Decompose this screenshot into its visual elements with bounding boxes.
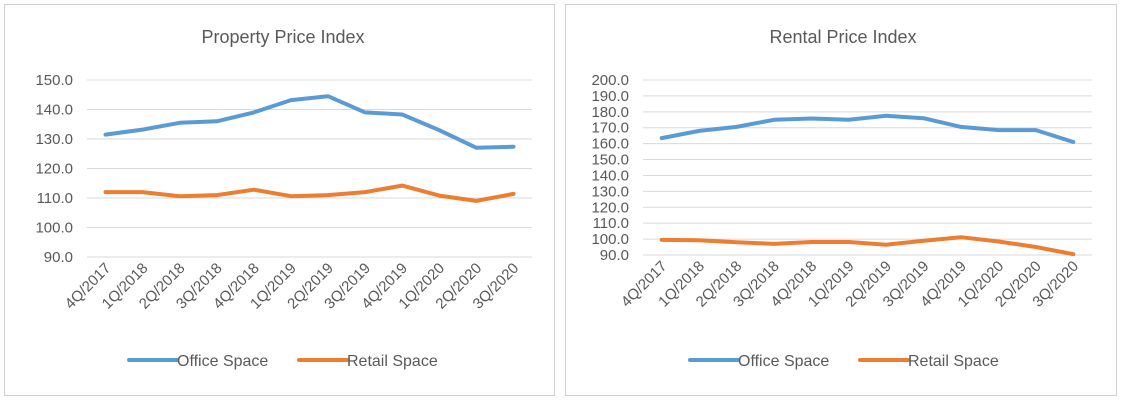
rental-y-tick-label: 140.0 [591,167,629,184]
rental-series-retail-space [659,235,1076,257]
rental-y-tick-label: 190.0 [591,88,629,105]
property-y-tick-label: 120.0 [35,161,73,178]
property-series-retail-space [103,183,516,203]
rental-y-tick-label: 160.0 [591,136,629,153]
rental-y-tick-label: 200.0 [591,72,629,89]
rental-chart-title: Rental Price Index [769,27,916,47]
rental-y-tick-label: 90.0 [600,247,629,264]
property-y-tick-label: 130.0 [35,131,73,148]
rental-legend-label-retail-space: Retail Space [908,353,999,370]
property-price-chart-svg: Property Price Index 90.0 100.0 110.0 120.0 1… [35,27,532,370]
property-y-tick-label: 90.0 [44,249,73,266]
property-y-tick-label: 140.0 [35,102,73,119]
rental-y-tick-label: 100.0 [591,231,629,248]
property-chart-title: Property Price Index [201,27,364,47]
rental-y-tick-label: 110.0 [593,215,629,232]
rental-y-tick-label: 120.0 [591,199,629,216]
rental-legend-label-office-space: Office Space [738,353,829,370]
property-legend-label-retail-space: Retail Space [347,353,438,370]
property-series-office-space [103,94,516,150]
rental-y-tick-label: 170.0 [591,120,629,137]
rental-y-tick-label: 180.0 [591,104,629,121]
rental-price-chart: Rental Price Index 90.0 100.0 110.0 120.0 130… [565,4,1117,396]
rental-price-chart-svg: Rental Price Index 90.0100.0110.0120.0130… [591,27,1092,370]
rental-series-office-space [659,113,1076,144]
property-y-tick-label: 150.0 [35,72,73,89]
property-y-tick-label: 110.0 [37,190,73,207]
property-y-tick-label: 100.0 [35,220,73,237]
rental-y-tick-label: 150.0 [591,152,629,169]
property-legend-label-office-space: Office Space [177,353,268,370]
property-price-chart: Property Price Index 90.0 100.0 110.0 120.0 1… [4,4,555,396]
rental-y-tick-label: 130.0 [591,183,629,200]
